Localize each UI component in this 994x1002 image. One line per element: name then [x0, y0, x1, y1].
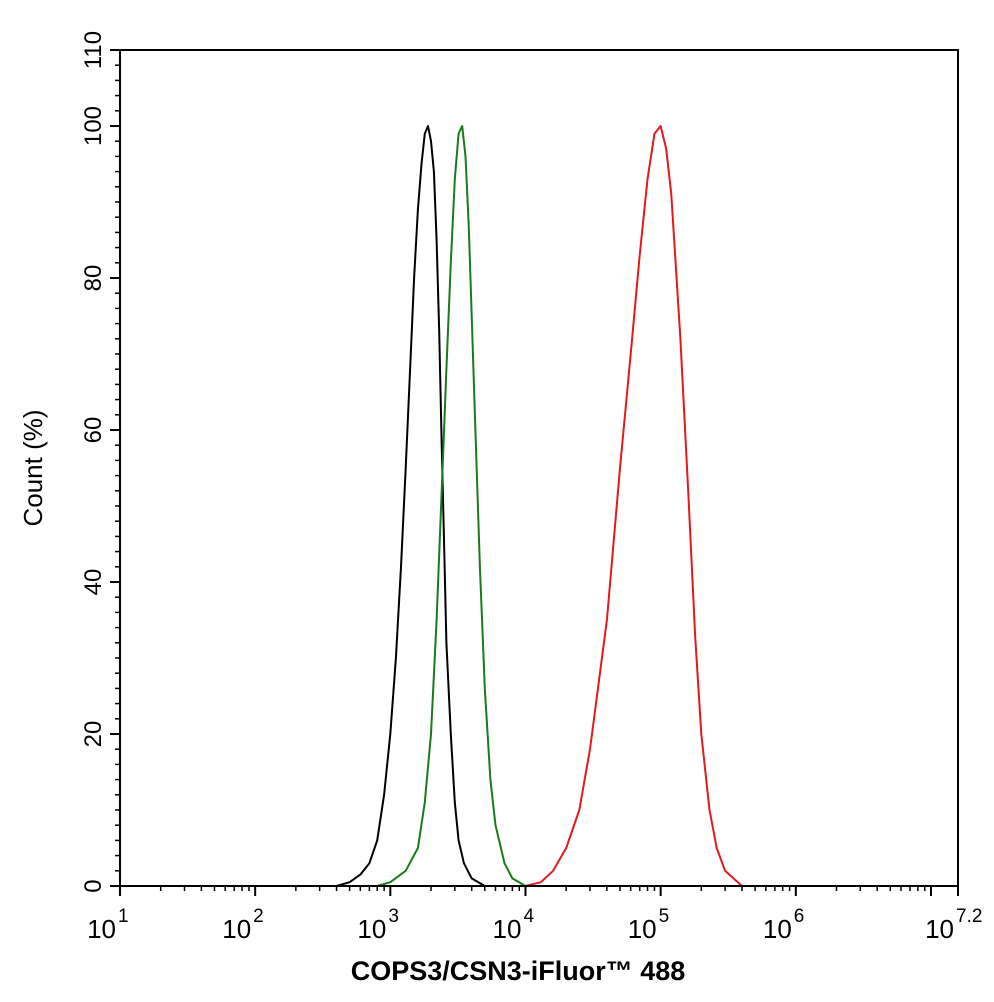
- series-line-3: [524, 125, 743, 887]
- series-line-1: [335, 125, 486, 887]
- x-tick-label-base: 10: [87, 914, 116, 944]
- y-axis-label: Count (%): [18, 409, 48, 526]
- x-tick-label-exponent: 1: [118, 906, 129, 927]
- y-tick-label: 20: [80, 721, 107, 748]
- x-tick-label-base: 10: [222, 914, 251, 944]
- y-tick-label: 40: [80, 569, 107, 596]
- plot-frame: [119, 49, 959, 887]
- x-tick-label-exponent: 3: [388, 906, 399, 927]
- x-tick-label-exponent: 7.2: [956, 906, 982, 927]
- x-tick-label-base: 10: [925, 914, 954, 944]
- x-tick-label-base: 10: [763, 914, 792, 944]
- y-tick-label: 100: [80, 106, 107, 146]
- x-axis-label: COPS3/CSN3-iFluor™ 488: [351, 956, 686, 986]
- x-tick-label-exponent: 6: [794, 906, 805, 927]
- x-tick-label-exponent: 5: [659, 906, 670, 927]
- axis-ticks: [110, 49, 959, 896]
- x-tick-label-base: 10: [357, 914, 386, 944]
- x-tick-label-exponent: 4: [523, 906, 534, 927]
- x-tick-label-exponent: 2: [253, 906, 264, 927]
- y-tick-label: 60: [80, 417, 107, 444]
- y-tick-label: 0: [80, 879, 107, 892]
- series-line-2: [376, 125, 527, 887]
- x-tick-label-base: 10: [628, 914, 657, 944]
- y-tick-label: 110: [80, 31, 107, 69]
- x-tick-label-base: 10: [493, 914, 522, 944]
- y-tick-label: 80: [80, 265, 107, 292]
- series-layer: [335, 125, 743, 887]
